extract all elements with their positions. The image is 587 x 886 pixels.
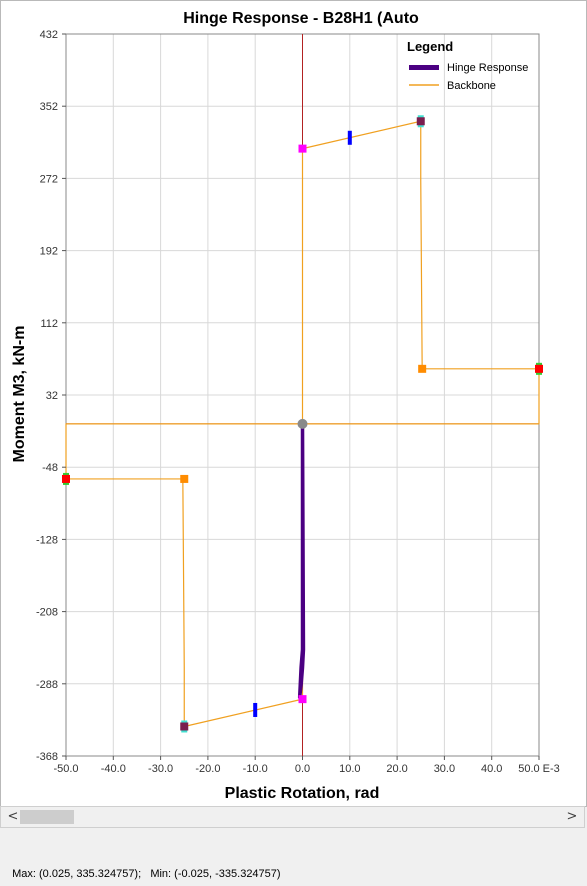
x-tick-label: 0.0 [295, 763, 310, 775]
chart-title: Hinge Response - B28H1 (Auto [183, 10, 419, 27]
x-tick-label: -40.0 [101, 763, 126, 775]
y-tick-label: 352 [40, 101, 58, 113]
origin-point [297, 418, 308, 429]
marker-d [418, 364, 427, 373]
marker-io [253, 702, 258, 717]
x-tick-label: -50.0 [53, 763, 78, 775]
hinge-response-line [297, 423, 306, 700]
horizontal-scrollbar[interactable]: < > [0, 806, 585, 828]
marker-e [62, 474, 70, 483]
y-tick-label: 272 [40, 173, 58, 185]
x-axis-label: Plastic Rotation, rad [225, 785, 380, 802]
y-tick-label: -128 [36, 534, 58, 546]
status-bar: Max: (0.025, 335.324757); Min: (-0.025, … [0, 838, 587, 880]
x-tick-label: 50.0 E-3 [518, 763, 560, 775]
marker-b [298, 695, 307, 704]
marker-e [535, 364, 543, 373]
marker-c [180, 722, 189, 731]
legend-title: Legend [407, 39, 453, 54]
y-axis-label: Moment M3, kN-m [11, 326, 28, 463]
legend-swatch-hinge-response [409, 65, 439, 70]
y-tick-label: -368 [36, 751, 58, 763]
x-tick-label: 30.0 [434, 763, 455, 775]
marker-c [416, 117, 425, 126]
legend: Legend Hinge Response Backbone [407, 39, 528, 92]
y-tick-label: -288 [36, 679, 58, 691]
marker-io [347, 130, 352, 145]
chart-svg: -50.0 -40.0 -30.0 -20.0 -10.0 0.0 10.0 20.0 30.0… [11, 10, 560, 802]
legend-label-backbone: Backbone [447, 80, 496, 92]
y-tick-label: 192 [40, 246, 58, 258]
y-tick-label: 32 [46, 390, 58, 402]
chart-frame: -50.0 -40.0 -30.0 -20.0 -10.0 0.0 10.0 20.0 30.0… [0, 0, 587, 807]
scroll-left-arrow-icon[interactable]: < [7, 809, 19, 824]
y-tick-label: -48 [42, 462, 58, 474]
y-tick-label: -208 [36, 607, 58, 619]
x-tick-label: 40.0 [481, 763, 502, 775]
max-min-readout: Max: (0.025, 335.324757); Min: (-0.025, … [12, 868, 281, 880]
y-tick-label: 112 [40, 318, 58, 330]
x-tick-label: 20.0 [386, 763, 407, 775]
marker-d [180, 474, 189, 483]
scroll-right-arrow-icon[interactable]: > [566, 809, 578, 824]
x-tick-label: -20.0 [195, 763, 220, 775]
scrollbar-thumb[interactable] [20, 810, 74, 824]
x-tick-label: -30.0 [148, 763, 173, 775]
marker-b [298, 144, 307, 153]
x-tick-label: -10.0 [243, 763, 268, 775]
x-tick-label: 10.0 [339, 763, 360, 775]
y-tick-label: 432 [40, 29, 58, 41]
legend-label-hinge-response: Hinge Response [447, 62, 528, 74]
